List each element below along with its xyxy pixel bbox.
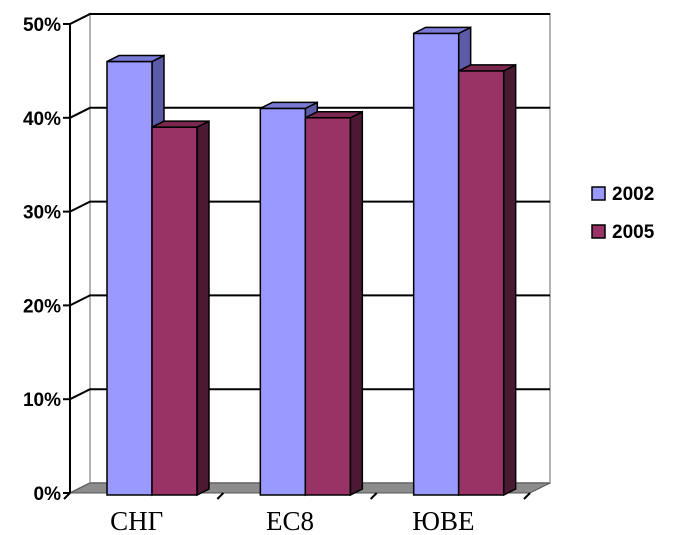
bar-top (413, 26, 472, 35)
x-axis-labels: СНГ ЕС8 ЮВЕ (110, 506, 474, 535)
bar-2005-СНГ (151, 119, 210, 497)
bar-front (412, 32, 460, 496)
bar-top (458, 64, 517, 72)
gridline (69, 388, 550, 401)
bars (106, 26, 517, 497)
bar-top (106, 54, 165, 63)
bar-front (106, 60, 153, 496)
y-tick-label: 50% (23, 15, 61, 36)
y-tick-label: 10% (23, 390, 61, 411)
y-axis: 0% 10% 20% 30% 40% 50% (23, 15, 531, 505)
gridline (69, 106, 550, 119)
bar-top (304, 111, 363, 119)
gridline (69, 294, 550, 307)
bar-side (502, 63, 517, 497)
bar-front (457, 70, 505, 496)
bar-front (304, 117, 352, 496)
x-tick-label: СНГ (110, 506, 163, 535)
x-tick-label: ЮВЕ (412, 506, 474, 535)
gridline (69, 13, 550, 25)
bar-side (196, 119, 210, 497)
side-wall (69, 12, 91, 495)
bar-2005-ЕС8 (304, 110, 364, 497)
bar-2005-ЮВЕ (457, 63, 517, 497)
bar-side (349, 110, 364, 497)
y-tick-label: 0% (34, 484, 62, 505)
x-tick-mark (216, 492, 225, 500)
legend-swatch-2002 (591, 186, 606, 201)
bar-front (151, 126, 198, 496)
y-tick-label: 40% (23, 109, 61, 130)
bar-top (259, 101, 318, 110)
legend-label-2002: 2002 (612, 184, 654, 205)
x-tick-mark (63, 492, 71, 500)
x-tick-label: ЕС8 (266, 506, 314, 535)
x-tick-mark (523, 492, 531, 500)
gridline (69, 200, 550, 213)
bar-front (259, 107, 307, 496)
y-tick-label: 30% (23, 203, 61, 224)
x-tick-mark (369, 492, 378, 500)
legend-label-2005: 2005 (612, 222, 655, 243)
y-tick-label: 20% (23, 296, 61, 317)
legend-swatch-2005 (591, 224, 606, 239)
legend: 2002 2005 (591, 184, 655, 243)
bar-top (151, 120, 210, 128)
gridlines (69, 13, 550, 401)
